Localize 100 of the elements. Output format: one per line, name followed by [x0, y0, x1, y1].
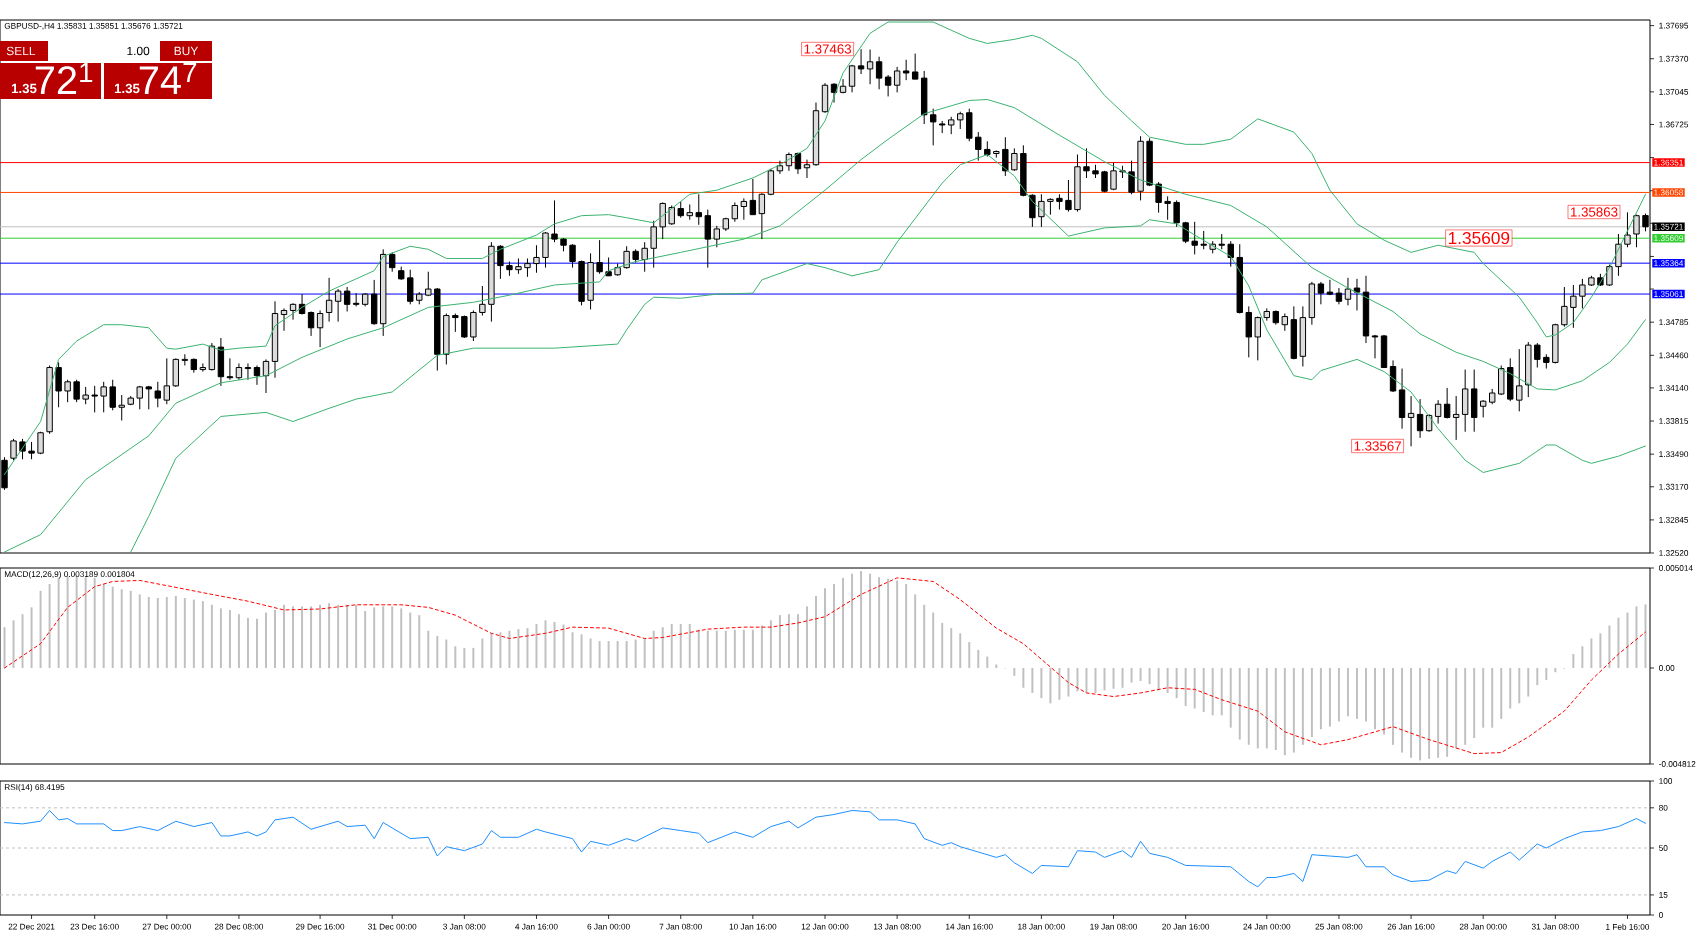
ref-line-label: 1.35609 [1654, 235, 1683, 242]
candlestick [1579, 278, 1586, 309]
candlestick [569, 243, 576, 269]
candlestick [803, 159, 811, 179]
annotation: BUY [174, 46, 199, 56]
ref-line-label: 1.36351 [1654, 159, 1683, 166]
candlestick [758, 192, 766, 240]
y-tick-label: 1.33815 [1659, 418, 1689, 424]
candlestick [91, 385, 98, 413]
candlestick [1615, 233, 1622, 277]
candlestick [407, 269, 414, 305]
x-tick-label: 7 Jan 08:00 [659, 923, 702, 930]
line-series [4, 577, 1646, 755]
candlestick [533, 244, 540, 274]
candlestick [1110, 162, 1117, 191]
candlestick [1606, 264, 1613, 287]
x-tick-label: 29 Dec 16:00 [296, 923, 345, 930]
candlestick [154, 381, 161, 408]
y-tick-label: 1.33170 [1659, 483, 1689, 490]
candlestick [1191, 221, 1198, 255]
y-tick-label: 1.33490 [1659, 451, 1689, 458]
ref-line-label: 1.35364 [1654, 260, 1684, 267]
x-tick-label: 1 Feb 16:00 [1606, 923, 1650, 930]
y-tick-label: 80 [1659, 804, 1668, 811]
y-tick-label: 1.32845 [1659, 516, 1689, 523]
candlestick [479, 285, 486, 317]
x-tick-label: 26 Jan 16:00 [1387, 923, 1435, 930]
candlestick [1633, 214, 1640, 248]
x-tick-label: 24 Jan 00:00 [1243, 923, 1291, 930]
candlestick [253, 364, 261, 386]
candlestick [749, 178, 757, 216]
candlestick [325, 277, 333, 323]
candlestick [343, 286, 351, 312]
candlestick [100, 381, 107, 413]
candlestick [551, 199, 558, 243]
x-tick-label: 13 Jan 08:00 [873, 923, 921, 930]
candlestick [1344, 277, 1352, 306]
x-tick-label: 27 Dec 00:00 [142, 923, 191, 930]
candlestick [596, 239, 603, 275]
candlestick [668, 204, 675, 226]
candlestick [1065, 179, 1072, 213]
ref-line-label: 1.35721 [1654, 223, 1683, 230]
candlestick [199, 362, 207, 373]
chart-title: RSI(14) 68.4195 [4, 783, 65, 792]
y-tick-label: 50 [1659, 845, 1668, 851]
candlestick [64, 379, 71, 403]
ref-line-label: 1.36058 [1654, 189, 1684, 196]
y-tick-label: 1.32520 [1659, 550, 1689, 556]
y-tick-label: 0.005014 [1659, 565, 1693, 571]
candlestick [875, 56, 883, 90]
x-tick-label: 31 Dec 00:00 [368, 923, 417, 930]
x-tick-label: 6 Jan 00:00 [587, 923, 630, 930]
candlestick [280, 307, 288, 332]
candlestick [902, 59, 910, 81]
x-tick-label: 22 Dec 2021 [8, 923, 55, 930]
x-tick-label: 18 Jan 00:00 [1018, 923, 1065, 930]
candlestick [208, 342, 216, 372]
x-tick-label: 10 Jan 16:00 [729, 923, 777, 930]
candlestick [524, 257, 531, 278]
x-tick-label: 31 Jan 08:00 [1531, 923, 1579, 930]
candlestick [623, 245, 630, 270]
y-tick-label: 1.37695 [1659, 22, 1689, 29]
candlestick [452, 313, 459, 333]
chart-title: GBPUSD-,H4 1.35831 1.35851 1.35676 1.35721 [4, 22, 183, 30]
x-tick-label: 28 Dec 08:00 [214, 923, 264, 930]
y-tick-label: 15 [1659, 892, 1668, 898]
candlestick [893, 66, 901, 93]
y-tick-label: 0 [1659, 912, 1663, 918]
y-tick-label: 0.00 [1659, 665, 1675, 671]
candlestick [226, 357, 234, 381]
candlestick [289, 302, 297, 321]
candlestick [929, 108, 937, 146]
candlestick [334, 288, 342, 323]
candlestick [1164, 195, 1171, 221]
candlestick [244, 362, 252, 381]
candlestick [1434, 399, 1442, 425]
line-series [4, 98, 1646, 553]
candlestick [307, 310, 315, 337]
candlestick [975, 131, 982, 162]
line-series [4, 21, 1646, 476]
candlestick [1173, 199, 1180, 228]
candlestick [163, 357, 171, 405]
x-tick-label: 28 Jan 00:00 [1459, 923, 1507, 930]
candlestick [911, 53, 919, 80]
candlestick [497, 244, 504, 280]
annotation: SELL [6, 46, 36, 56]
y-tick-label: 1.37370 [1659, 55, 1689, 62]
candlestick [109, 379, 116, 411]
candlestick [316, 309, 324, 348]
ref-line-label: 1.35061 [1654, 291, 1683, 297]
annotation: 1.35609 [1448, 231, 1510, 245]
candlestick [1353, 278, 1361, 311]
candlestick [695, 193, 702, 226]
candlestick [1128, 160, 1135, 195]
x-tick-label: 23 Dec 16:00 [70, 923, 119, 930]
annotation: 1.35863 [1571, 207, 1618, 217]
annotation: 1.00 [127, 46, 150, 56]
x-tick-label: 20 Jan 16:00 [1162, 923, 1210, 930]
candlestick [857, 48, 865, 75]
candlestick [1624, 211, 1631, 248]
